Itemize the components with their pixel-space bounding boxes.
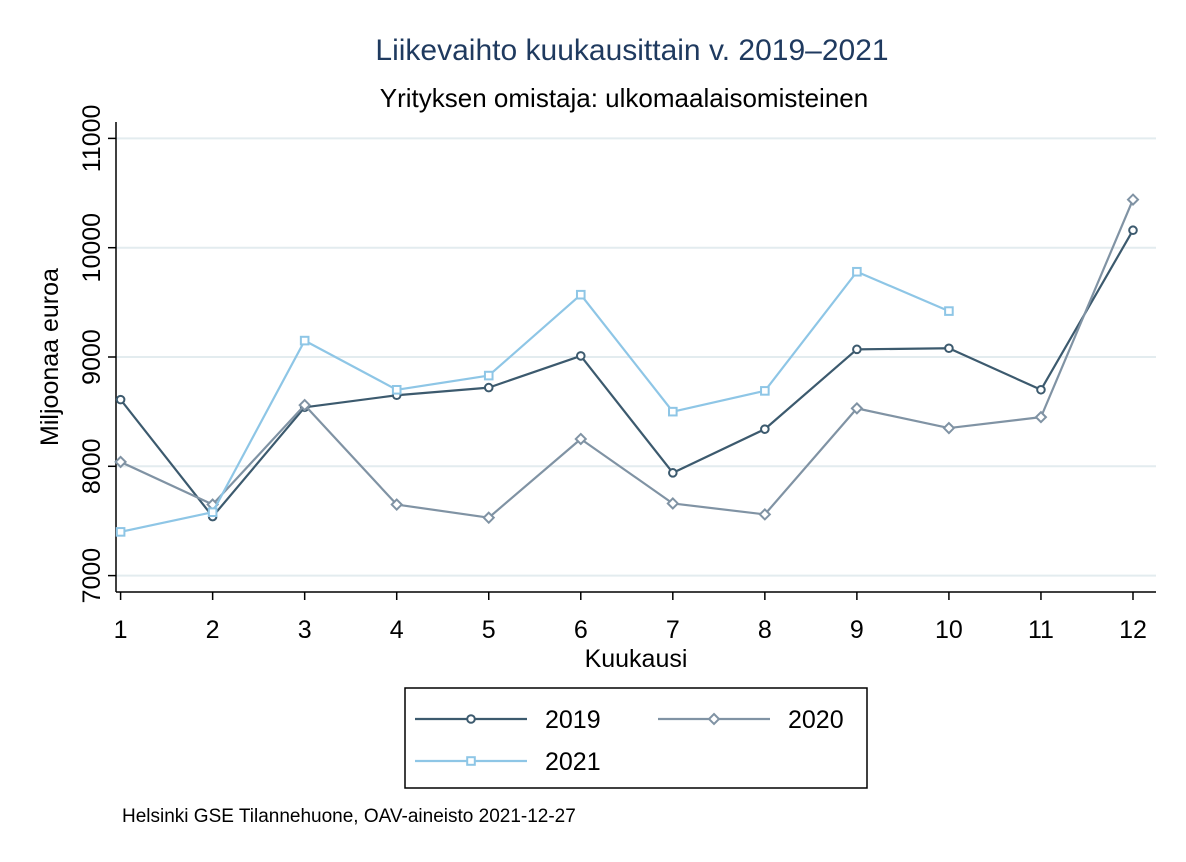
data-point-marker: [299, 335, 310, 346]
source-note: Helsinki GSE Tilannehuone, OAV-aineisto …: [122, 806, 576, 827]
data-point-marker: [758, 507, 772, 521]
data-point-marker: [115, 527, 126, 537]
x-tick-label: 5: [482, 616, 496, 644]
grid-lines: [116, 137, 1156, 577]
x-axis-label: Kuukausi: [585, 645, 688, 673]
y-tick-label: 8000: [78, 438, 106, 494]
x-tick-label: 11: [1028, 616, 1054, 644]
data-point-marker: [944, 343, 954, 354]
x-axis-ticks: 1 2 3 4 5 6 7 8 9 10 11 12: [114, 592, 1147, 644]
legend-label: 2021: [545, 748, 601, 776]
legend-entry-2021: 2021: [415, 748, 601, 776]
data-point-marker: [760, 424, 770, 434]
data-point-marker: [760, 386, 770, 396]
data-point-marker: [850, 401, 864, 415]
legend-label: 2020: [788, 706, 844, 734]
x-tick-label: 12: [1119, 616, 1147, 644]
x-tick-label: 3: [298, 616, 312, 644]
data-point-marker: [207, 507, 218, 518]
legend-label: 2019: [545, 706, 601, 734]
y-tick-label: 11000: [78, 105, 106, 173]
data-point-marker: [575, 289, 586, 300]
y-tick-label: 9000: [78, 329, 106, 385]
series-line: [119, 229, 1134, 518]
legend-entry-2019: 2019: [415, 706, 601, 734]
data-point-marker: [390, 498, 404, 511]
data-point-marker: [852, 266, 862, 277]
data-point-marker: [115, 394, 126, 405]
x-tick-label: 6: [574, 616, 588, 644]
data-point-marker: [707, 712, 721, 726]
data-point-marker: [1036, 384, 1046, 395]
data-point-marker: [1128, 225, 1138, 236]
x-tick-label: 2: [206, 616, 220, 644]
x-tick-label: 4: [390, 616, 404, 644]
data-point-marker: [466, 756, 476, 766]
x-tick-label: 1: [114, 616, 128, 644]
data-point-marker: [852, 344, 862, 355]
y-axis-ticks: 7000 8000 9000 10000 11000: [78, 105, 116, 604]
data-point-marker: [666, 497, 680, 510]
legend-box: [404, 687, 868, 789]
data-point-marker: [575, 351, 586, 361]
series-2021: [115, 266, 954, 537]
series-line: [120, 270, 950, 533]
data-point-marker: [483, 370, 494, 381]
series-line: [120, 199, 1135, 519]
x-tick-label: 9: [850, 616, 864, 644]
x-tick-label: 8: [758, 616, 772, 644]
y-tick-label: 10000: [78, 213, 106, 283]
series-layer: [114, 193, 1140, 537]
data-point-marker: [298, 398, 312, 412]
data-point-marker: [483, 382, 494, 393]
data-point-marker: [482, 511, 496, 525]
data-point-marker: [1126, 193, 1140, 207]
legend: 2019 2020 2021: [415, 706, 844, 776]
chart-title: Liikevaihto kuukausittain v. 2019–2021: [375, 34, 888, 67]
y-tick-label: 7000: [78, 548, 106, 604]
x-tick-label: 10: [935, 616, 963, 644]
data-point-marker: [942, 421, 956, 435]
chart-subtitle: Yrityksen omistaja: ulkomaalaisomisteine…: [380, 83, 868, 113]
data-point-marker: [114, 455, 128, 469]
series-2020: [114, 193, 1140, 525]
data-point-marker: [1034, 410, 1048, 424]
data-point-marker: [668, 406, 678, 417]
y-axis-label: Miljoonaa euroa: [36, 268, 64, 446]
legend-entry-2020: 2020: [658, 706, 844, 734]
data-point-marker: [668, 468, 678, 478]
data-point-marker: [466, 714, 476, 724]
data-point-marker: [574, 432, 588, 446]
data-point-marker: [391, 384, 402, 395]
data-point-marker: [944, 306, 954, 316]
x-tick-label: 7: [666, 616, 680, 644]
